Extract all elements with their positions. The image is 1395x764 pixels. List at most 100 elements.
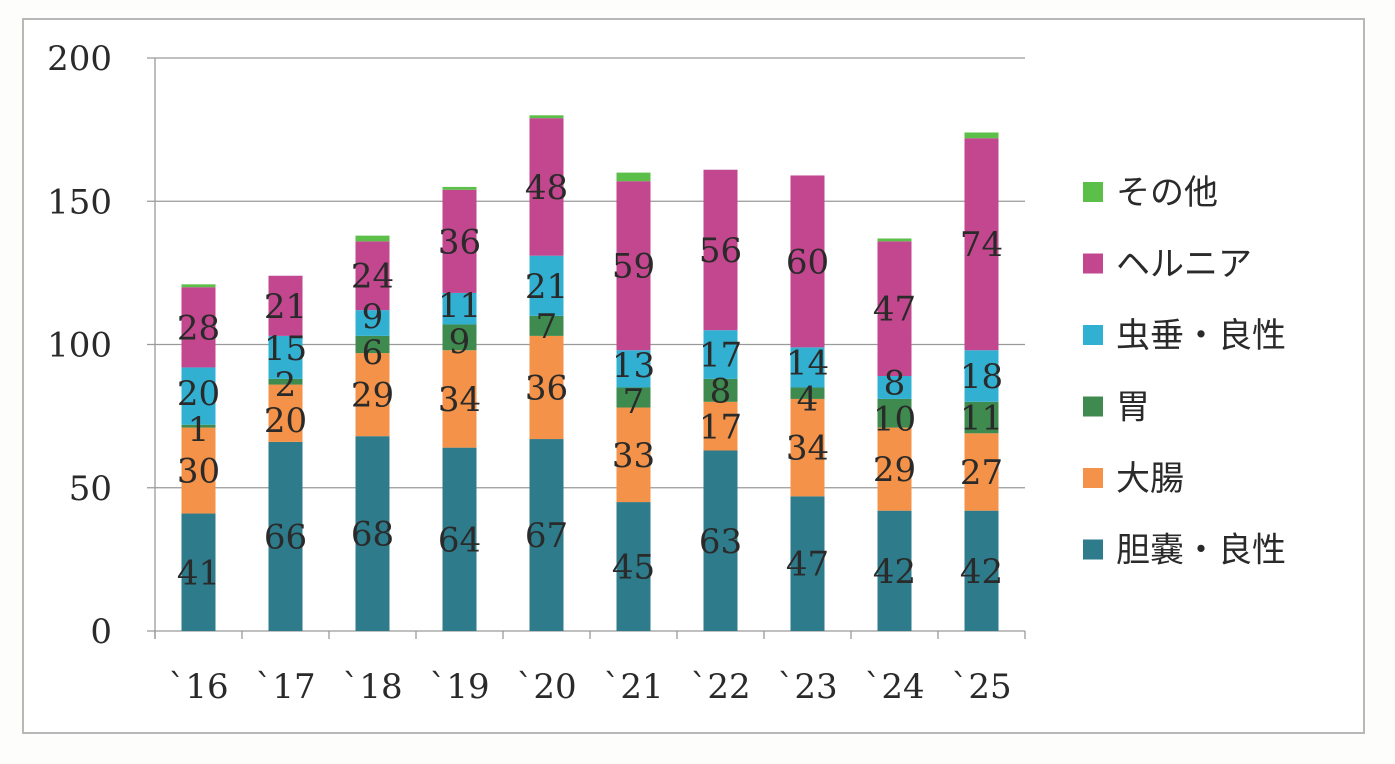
bar-segment <box>442 350 477 448</box>
data-label: 24 <box>351 257 394 297</box>
data-label: 11 <box>960 399 1003 439</box>
data-label: 36 <box>438 222 481 262</box>
bar-segment <box>964 138 999 351</box>
data-label: 8 <box>710 371 732 411</box>
bar-segment <box>877 510 912 631</box>
y-tick-label: 0 <box>90 612 112 652</box>
data-label: 64 <box>438 520 481 560</box>
x-tick-label: `19 <box>429 667 489 707</box>
bar-segment <box>703 169 738 331</box>
data-label: 14 <box>786 343 829 383</box>
data-label: 2 <box>275 365 297 405</box>
data-label: 27 <box>960 453 1003 493</box>
y-tick-label: 100 <box>47 326 112 366</box>
bar-segment <box>355 335 390 354</box>
x-tick-label: `17 <box>255 667 315 707</box>
legend-swatch <box>1083 182 1103 202</box>
data-label: 21 <box>525 267 568 307</box>
bar-segment <box>529 335 564 440</box>
legend-swatch <box>1083 396 1103 417</box>
bar-segment <box>529 315 564 336</box>
data-label: 9 <box>362 297 384 337</box>
data-label: 20 <box>264 401 307 441</box>
bar-segment <box>268 335 303 379</box>
bar-segment <box>355 310 390 336</box>
data-label: 56 <box>699 231 742 271</box>
data-label: 74 <box>960 225 1003 265</box>
data-label: 29 <box>351 376 394 416</box>
x-tick-label: `24 <box>864 667 924 707</box>
data-label: 7 <box>623 382 645 422</box>
data-label: 41 <box>177 553 220 593</box>
bar-segment <box>877 427 912 511</box>
data-label: 42 <box>960 552 1003 592</box>
bar-segment <box>877 238 912 242</box>
y-tick-label: 150 <box>47 182 112 222</box>
legend-label: 大腸 <box>1116 459 1184 499</box>
bar-segment <box>616 502 651 631</box>
y-tick-label: 200 <box>47 39 112 79</box>
bar-segment <box>181 427 216 514</box>
bar-segment <box>703 450 738 631</box>
bar-segment <box>442 186 477 190</box>
bar-segment <box>616 172 651 182</box>
legend-swatch <box>1083 468 1103 488</box>
data-label: 15 <box>264 329 307 369</box>
data-label: 60 <box>786 242 829 282</box>
bar-segment <box>703 330 738 379</box>
bar-segment <box>181 513 216 631</box>
data-label: 13 <box>612 346 655 386</box>
bar-segment <box>616 350 651 388</box>
data-label: 45 <box>612 548 655 588</box>
legend-swatch <box>1083 325 1103 345</box>
bar-segment <box>181 424 216 428</box>
bar-segment <box>529 115 564 119</box>
bar-segment <box>616 181 651 351</box>
bar-segment <box>616 407 651 503</box>
x-tick-label: `16 <box>168 667 228 707</box>
x-tick-label: `18 <box>342 667 402 707</box>
bar-segment <box>964 510 999 631</box>
data-label: 1 <box>188 410 210 450</box>
bar-segment <box>790 347 825 388</box>
bar-segment <box>268 441 303 631</box>
data-label: 63 <box>699 522 742 562</box>
data-label: 67 <box>525 516 568 556</box>
bar-segment <box>268 378 303 385</box>
legend-label: 虫垂・良性 <box>1116 316 1286 356</box>
legend-swatch <box>1083 253 1103 274</box>
bar-segment <box>355 436 390 631</box>
legend-label: 胃 <box>1116 388 1150 428</box>
chart-frame <box>22 18 1365 734</box>
data-label: 21 <box>264 287 307 327</box>
bar-segment <box>529 255 564 316</box>
bar-segment <box>529 439 564 631</box>
bar-segment <box>442 324 477 351</box>
data-label: 9 <box>449 322 471 362</box>
data-label: 17 <box>699 407 742 447</box>
x-tick-label: `23 <box>777 667 837 707</box>
bar-segment <box>964 132 999 139</box>
x-tick-label: `22 <box>690 667 750 707</box>
bar-segment <box>181 367 216 425</box>
data-label: 42 <box>873 552 916 592</box>
legend-swatch <box>1083 539 1103 560</box>
bar-segment <box>268 275 303 336</box>
data-label: 7 <box>536 307 558 347</box>
bar-segment <box>790 496 825 631</box>
bar-segment <box>442 447 477 631</box>
data-label: 33 <box>612 436 655 476</box>
bar-segment <box>355 353 390 437</box>
legend-label: その他 <box>1116 173 1218 213</box>
data-label: 20 <box>177 374 220 414</box>
x-tick-label: `20 <box>516 667 576 707</box>
y-tick-label: 50 <box>69 469 112 509</box>
data-label: 59 <box>612 247 655 287</box>
data-label: 18 <box>960 357 1003 397</box>
data-label: 17 <box>699 335 742 375</box>
data-label: 8 <box>884 363 906 403</box>
bar-segment <box>529 118 564 256</box>
data-label: 28 <box>177 308 220 348</box>
x-tick-label: `25 <box>951 667 1011 707</box>
